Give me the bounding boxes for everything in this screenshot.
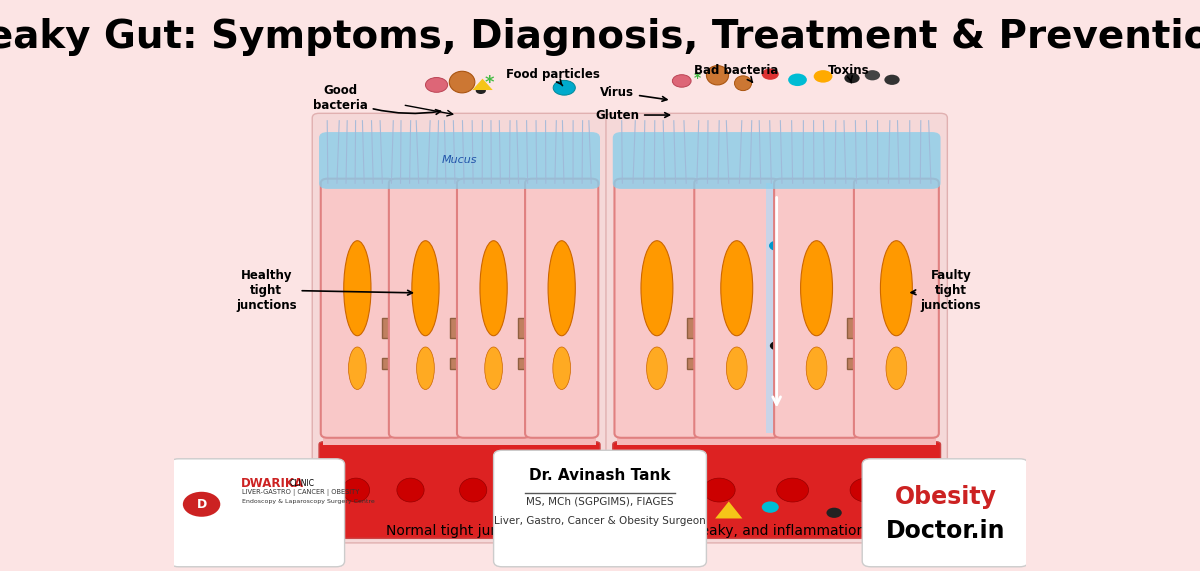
Circle shape: [884, 75, 900, 85]
Text: Virus: Virus: [600, 86, 667, 101]
FancyBboxPatch shape: [863, 459, 1028, 567]
Text: CLINIC: CLINIC: [290, 478, 316, 488]
FancyBboxPatch shape: [767, 183, 787, 433]
Ellipse shape: [416, 347, 434, 389]
Text: DWARIKA: DWARIKA: [241, 477, 304, 490]
Circle shape: [827, 508, 841, 518]
Circle shape: [475, 87, 486, 94]
Circle shape: [788, 74, 806, 86]
FancyBboxPatch shape: [526, 179, 599, 438]
FancyBboxPatch shape: [382, 318, 401, 339]
FancyBboxPatch shape: [847, 318, 866, 339]
Ellipse shape: [734, 76, 751, 91]
FancyBboxPatch shape: [774, 179, 859, 438]
Circle shape: [762, 69, 779, 80]
Ellipse shape: [553, 347, 570, 389]
Polygon shape: [473, 79, 493, 90]
FancyBboxPatch shape: [688, 318, 707, 339]
FancyBboxPatch shape: [457, 179, 530, 438]
Ellipse shape: [640, 478, 671, 502]
Circle shape: [865, 70, 880, 81]
FancyBboxPatch shape: [614, 179, 700, 438]
Text: MS, MCh (SGPGIMS), FIAGES: MS, MCh (SGPGIMS), FIAGES: [526, 497, 674, 507]
Text: Gluten: Gluten: [595, 108, 670, 122]
FancyBboxPatch shape: [847, 357, 866, 369]
Text: LIVER-GASTRO | CANCER | OBESITY: LIVER-GASTRO | CANCER | OBESITY: [242, 489, 360, 496]
FancyBboxPatch shape: [170, 459, 344, 567]
Ellipse shape: [721, 241, 752, 336]
Text: Liver, Gastro, Cancer & Obesity Surgeon: Liver, Gastro, Cancer & Obesity Surgeon: [494, 516, 706, 526]
Text: *: *: [694, 71, 701, 85]
Circle shape: [762, 501, 779, 513]
Circle shape: [426, 78, 448, 93]
Text: *: *: [485, 74, 494, 91]
Text: Good
bacteria: Good bacteria: [313, 84, 440, 114]
Ellipse shape: [881, 241, 912, 336]
FancyBboxPatch shape: [320, 179, 394, 438]
Ellipse shape: [641, 241, 673, 336]
FancyBboxPatch shape: [450, 357, 469, 369]
FancyBboxPatch shape: [319, 442, 600, 538]
Ellipse shape: [707, 66, 728, 85]
Ellipse shape: [726, 347, 748, 389]
Text: Normal tight junction: Normal tight junction: [386, 524, 533, 538]
Ellipse shape: [850, 478, 882, 502]
Circle shape: [672, 506, 690, 519]
Ellipse shape: [776, 478, 809, 502]
Text: Endoscopy & Laparoscopy Surgery Centre: Endoscopy & Laparoscopy Surgery Centre: [242, 499, 376, 504]
Text: Leaky Gut: Symptoms, Diagnosis, Treatment & Prevention: Leaky Gut: Symptoms, Diagnosis, Treatmen…: [0, 18, 1200, 57]
Polygon shape: [715, 501, 743, 518]
Circle shape: [553, 81, 575, 95]
Text: Obesity: Obesity: [895, 485, 997, 509]
FancyBboxPatch shape: [854, 179, 938, 438]
Ellipse shape: [800, 241, 833, 336]
Ellipse shape: [460, 478, 487, 502]
Ellipse shape: [522, 478, 550, 502]
Circle shape: [770, 341, 784, 350]
Circle shape: [182, 492, 221, 517]
Ellipse shape: [342, 478, 370, 502]
Ellipse shape: [485, 347, 503, 389]
Circle shape: [845, 73, 859, 83]
Ellipse shape: [397, 478, 424, 502]
FancyBboxPatch shape: [613, 442, 941, 538]
Circle shape: [814, 70, 833, 83]
Ellipse shape: [886, 347, 907, 389]
Text: Leaky, and inflammation: Leaky, and inflammation: [692, 524, 865, 538]
Circle shape: [769, 240, 785, 251]
FancyBboxPatch shape: [613, 132, 941, 189]
Ellipse shape: [348, 347, 366, 389]
FancyBboxPatch shape: [493, 451, 707, 567]
Text: Dr. Avinash Tank: Dr. Avinash Tank: [529, 468, 671, 484]
Ellipse shape: [806, 347, 827, 389]
Text: D: D: [197, 498, 206, 511]
FancyBboxPatch shape: [389, 179, 462, 438]
Ellipse shape: [449, 71, 475, 93]
FancyBboxPatch shape: [323, 433, 595, 445]
FancyBboxPatch shape: [695, 179, 779, 438]
Text: Healthy
tight
junctions: Healthy tight junctions: [236, 268, 413, 312]
FancyBboxPatch shape: [688, 357, 707, 369]
Text: Doctor.in: Doctor.in: [886, 519, 1006, 543]
Text: Faulty
tight
junctions: Faulty tight junctions: [911, 268, 982, 312]
FancyBboxPatch shape: [606, 113, 947, 543]
Ellipse shape: [480, 241, 508, 336]
FancyBboxPatch shape: [382, 357, 401, 369]
FancyBboxPatch shape: [312, 113, 607, 543]
FancyBboxPatch shape: [319, 132, 600, 189]
Text: Food particles: Food particles: [506, 67, 600, 86]
FancyBboxPatch shape: [450, 318, 469, 339]
Text: Bad bacteria: Bad bacteria: [694, 64, 779, 82]
FancyBboxPatch shape: [617, 433, 936, 445]
FancyBboxPatch shape: [518, 357, 538, 369]
Ellipse shape: [412, 241, 439, 336]
Text: Toxins: Toxins: [828, 64, 870, 83]
Ellipse shape: [548, 241, 575, 336]
FancyBboxPatch shape: [518, 318, 538, 339]
Ellipse shape: [647, 347, 667, 389]
Circle shape: [672, 75, 691, 87]
Text: Mucus: Mucus: [442, 155, 478, 166]
Ellipse shape: [343, 241, 371, 336]
Ellipse shape: [703, 478, 736, 502]
